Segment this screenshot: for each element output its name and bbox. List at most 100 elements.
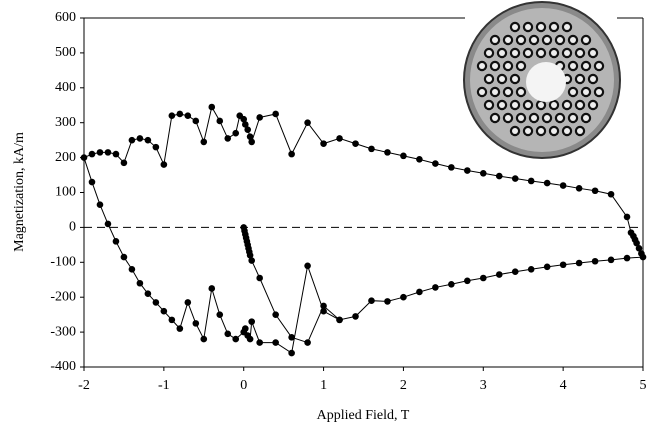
data-point [559,182,567,189]
y-axis-label: Magnetization, kA/m [12,132,27,252]
inset-image [525,50,531,56]
data-point [448,280,455,288]
inset-image [590,50,596,56]
data-point [635,245,643,252]
data-point [623,254,631,262]
data-point [527,177,535,185]
data-point [144,290,152,298]
data-point [152,299,160,306]
data-point [559,261,567,269]
inset-image [551,50,557,56]
data-point [575,259,583,267]
inset-image [557,115,563,121]
data-point [128,136,136,144]
data-point [224,330,232,338]
x-tick-label: 1 [320,378,327,393]
data-point [176,110,184,118]
inset-image [577,76,583,82]
data-point [224,135,232,142]
inset-image [505,115,511,121]
data-point [272,110,279,118]
y-tick-label: 600 [55,10,76,25]
data-point [232,129,240,137]
data-point [80,154,88,161]
data-point [216,117,224,125]
inset-image [544,115,550,121]
inset-image [590,102,596,108]
data-point [416,288,423,296]
y-tick-label: 300 [55,115,76,130]
data-point [416,156,423,163]
x-axis-label: Applied Field, T [317,408,410,423]
data-point [448,164,455,171]
data-point [384,149,391,156]
inset-image [499,102,505,108]
inset-image [577,50,583,56]
inset-image [557,37,563,43]
data-point [96,201,104,209]
y-tick-label: -400 [50,359,76,374]
data-point [627,229,635,236]
inset-image [577,102,583,108]
data-point [244,126,252,133]
data-point [120,253,128,261]
inset-image [564,50,570,56]
data-point [543,179,551,187]
y-tick-label: 200 [55,150,76,165]
inset-image [518,63,524,69]
y-tick-label: -300 [50,324,76,339]
data-point [368,145,375,153]
inset-image [492,89,498,95]
inset-image [544,37,550,43]
data-point [246,252,254,259]
data-point [511,268,519,276]
data-point [607,190,615,198]
inset-image [596,63,602,69]
data-point [236,112,244,120]
data-point [184,112,192,120]
inset-image [525,102,531,108]
data-point [208,285,216,292]
inset-image [590,76,596,82]
data-point [320,302,327,310]
data-point [246,133,254,140]
data-point [607,256,615,264]
y-tick-label: 500 [55,45,76,60]
data-point [208,103,216,111]
data-point [200,335,208,343]
data-point [256,339,263,346]
data-point [144,136,152,144]
data-point [256,274,263,282]
data-point [88,178,96,186]
data-point [384,298,391,305]
data-point [479,170,487,177]
y-tick-label: 0 [69,220,76,235]
inset-image [486,102,492,108]
x-tick-label: 4 [560,378,567,393]
data-point [336,135,343,142]
inset-image [492,115,498,121]
data-point [184,299,192,306]
inset-image [492,37,498,43]
x-tick-label: -2 [78,378,90,393]
data-point [242,121,249,128]
inset-image [570,89,576,95]
inset-image [518,37,524,43]
inset-image [551,102,557,108]
inset-image [525,128,531,134]
data-point [272,311,279,318]
inset-image [486,50,492,56]
data-point [192,320,200,327]
x-tick-label: 0 [240,378,247,393]
inset-image [583,89,589,95]
data-point [200,138,208,146]
inset-image [512,102,518,108]
data-point [352,313,359,320]
data-point [112,150,120,158]
y-tick-label: 100 [55,185,76,200]
data-point [160,307,168,315]
data-point [638,250,645,257]
data-point [248,318,255,325]
data-point [352,140,359,147]
